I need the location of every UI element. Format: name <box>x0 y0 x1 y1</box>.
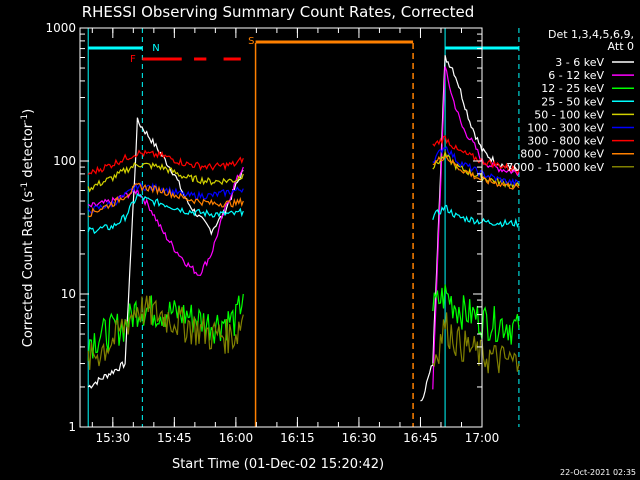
plot-frame <box>79 27 483 428</box>
legend-label-8: 7000 - 15000 keV <box>506 161 604 174</box>
series-line-7-pre <box>88 182 244 218</box>
series-line-5-post <box>432 146 520 187</box>
series-line-5-pre <box>87 181 244 214</box>
x-tick-label: 16:00 <box>219 431 254 445</box>
series-line-0-pre <box>87 117 244 389</box>
series-line-7-post <box>432 155 520 190</box>
chart-title: RHESSI Observing Summary Count Rates, Co… <box>82 3 475 21</box>
legend-label-5: 100 - 300 keV <box>527 122 604 135</box>
series-line-3-post <box>432 204 520 229</box>
legend-label-2: 12 - 25 keV <box>541 82 604 95</box>
footer-timestamp: 22-Oct-2021 02:35 <box>560 468 636 477</box>
y-tick-label: 100 <box>53 154 76 168</box>
x-axis-label: Start Time (01-Dec-02 15:20:42) <box>172 457 384 472</box>
legend-header-line: Att 0 <box>608 40 634 53</box>
series-line-6-post <box>432 135 520 175</box>
x-tick-label: 16:45 <box>403 431 438 445</box>
series-line-3-pre <box>87 192 244 235</box>
series-line-6-pre <box>87 149 244 176</box>
series-line-1-post <box>432 66 520 390</box>
y-tick-label: 1000 <box>45 21 76 35</box>
series-line-8-post <box>432 312 520 374</box>
series-line-1-pre <box>87 166 244 276</box>
series-line-8-pre <box>87 295 244 370</box>
legend-label-0: 3 - 6 keV <box>555 56 604 69</box>
legend-label-3: 25 - 50 keV <box>541 95 604 108</box>
flag-label-N: N <box>152 43 159 54</box>
y-tick-label: 1 <box>68 420 76 434</box>
x-tick-label: 15:45 <box>157 431 192 445</box>
legend-label-7: 800 - 7000 keV <box>520 148 604 161</box>
x-tick-label: 16:15 <box>280 431 315 445</box>
y-axis-label: Corrected Count Rate (s-1 detector-1) <box>20 109 36 347</box>
x-tick-label: 17:00 <box>465 431 500 445</box>
legend-label-4: 50 - 100 keV <box>534 108 604 121</box>
y-tick-label: 10 <box>61 287 76 301</box>
x-tick-label: 16:30 <box>342 431 377 445</box>
x-tick-label: 15:30 <box>96 431 131 445</box>
legend-label-6: 300 - 800 keV <box>527 135 604 148</box>
legend-header-line: Det 1,3,4,5,6,9, <box>548 28 634 41</box>
series-line-4-pre <box>87 162 244 193</box>
flag-label-F: F <box>130 54 136 65</box>
legend-label-1: 6 - 12 keV <box>548 69 604 82</box>
series-line-2-post <box>432 284 520 345</box>
flag-label-S: S <box>248 36 254 47</box>
